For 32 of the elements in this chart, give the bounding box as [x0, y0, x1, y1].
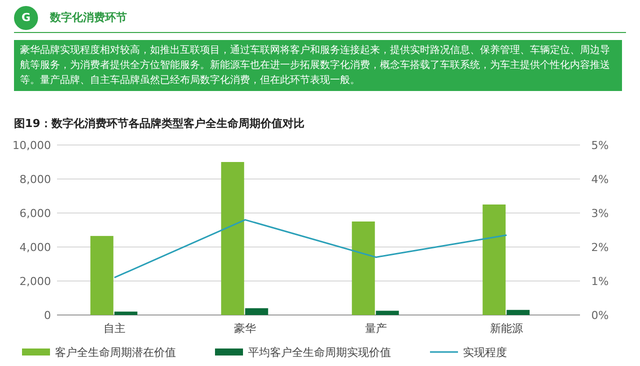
bar: [245, 308, 268, 315]
y-tick-label: 10,000: [12, 139, 51, 152]
chart-title: 图19：数字化消费环节各品牌类型客户全生命周期价值对比: [14, 116, 304, 131]
y2-tick-label: 2%: [591, 241, 609, 254]
bar: [506, 310, 530, 315]
legend-label: 平均客户全生命周期实现价值: [248, 346, 391, 359]
y2-tick-label: 4%: [591, 173, 609, 186]
y2-tick-label: 5%: [591, 139, 609, 152]
text: 豪华品牌实现程度相对较高，如推出互联项目，通过车联网将客户和服务连接起来，提供实时路况信息、保养管理、车辆定位、周边导航等服务，为消费者提供全方位智能服务。新能源车也在进一步拓展数字化消费，概念车搭载了车联系统，为车主提供个性化内容推送等。量产品牌、自主车品牌虽然已经布局数字化消费，但在此环节表现一般。: [14, 40, 622, 91]
text: 数字化消费环节: [50, 10, 127, 25]
bar: [376, 310, 399, 315]
bar: [352, 222, 375, 315]
y2-tick-label: 3%: [591, 207, 609, 220]
y-tick-label: 2,000: [20, 275, 51, 288]
x-tick-label: 量产: [364, 322, 387, 335]
x-tick-label: 豪华: [234, 322, 256, 335]
legend-label: 实现程度: [463, 346, 507, 359]
y2-tick-label: 1%: [591, 275, 609, 288]
bar: [221, 162, 244, 315]
legend-label: 客户全生命周期潜在价值: [55, 346, 176, 359]
y-tick-label: 4,000: [20, 241, 51, 254]
y-tick-label: 8,000: [20, 173, 51, 186]
text: G: [14, 6, 38, 30]
y-tick-label: 0: [44, 309, 51, 322]
y-tick-label: 6,000: [20, 207, 51, 220]
bar: [482, 204, 506, 315]
x-tick-label: 新能源: [490, 322, 524, 335]
line-series: [114, 219, 508, 278]
y2-tick-label: 0%: [591, 309, 609, 322]
x-tick-label: 自主: [103, 322, 126, 335]
bar: [90, 236, 114, 315]
bar: [114, 312, 138, 315]
